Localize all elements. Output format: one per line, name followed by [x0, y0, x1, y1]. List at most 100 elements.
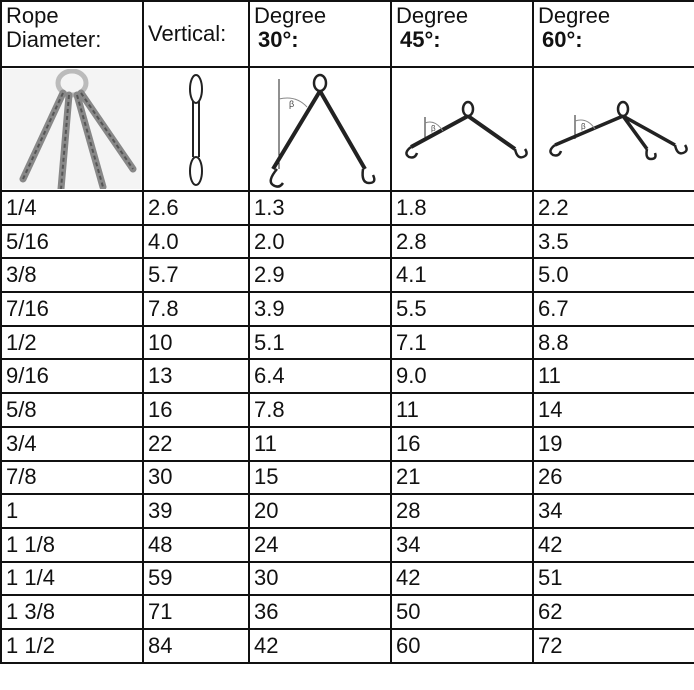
capacity-cell: 42: [390, 560, 534, 597]
capacity-cell: 14: [532, 392, 694, 428]
diameter-cell: 7/16: [0, 291, 144, 327]
sling-table: Rope Diameter: Vertical: Degree 30°: Degre…: [0, 0, 694, 664]
svg-text:β: β: [581, 122, 586, 131]
sling-60-icon: β: [549, 100, 688, 161]
capacity-cell: 50: [390, 594, 534, 630]
capacity-cell: 2.0: [248, 223, 392, 260]
capacity-cell: 13: [142, 358, 250, 395]
capacity-cell: 2.8: [390, 223, 534, 260]
data-row: 5/8 16 7.8 11 14: [0, 392, 694, 428]
capacity-cell: 3.9: [248, 291, 392, 327]
capacity-cell: 6.4: [248, 358, 392, 395]
capacity-cell: 2.9: [248, 257, 392, 294]
capacity-cell: 2.6: [142, 190, 250, 226]
diameter-cell: 1 1/8: [0, 526, 144, 563]
capacity-cell: 1.3: [248, 190, 392, 226]
data-row: 9/16 13 6.4 9.0 11: [0, 358, 694, 395]
diameter-cell: 5/8: [0, 392, 144, 428]
header-cell: Degree 45°:: [390, 0, 534, 68]
capacity-cell: 1.8: [390, 190, 534, 226]
capacity-cell: 2.2: [532, 190, 694, 226]
capacity-cell: 5.1: [248, 324, 392, 361]
capacity-cell: 7.8: [248, 392, 392, 428]
table-body: Rope Diameter: Vertical: Degree 30°: Degre…: [0, 0, 694, 664]
diameter-cell: 1/4: [0, 190, 144, 226]
diameter-cell: 1/2: [0, 324, 144, 361]
capacity-cell: 5.7: [142, 257, 250, 294]
capacity-cell: 4.0: [142, 223, 250, 260]
data-row: 7/16 7.8 3.9 5.5 6.7: [0, 291, 694, 327]
vertical-sling-icon: [189, 74, 203, 186]
image-cell: β: [390, 66, 534, 192]
capacity-cell: 39: [142, 493, 250, 529]
data-row: 1 3/8 71 36 50 62: [0, 594, 694, 630]
capacity-cell: 5.5: [390, 291, 534, 327]
capacity-cell: 10: [142, 324, 250, 361]
capacity-cell: 59: [142, 560, 250, 597]
capacity-cell: 5.0: [532, 257, 694, 294]
header-cell: Degree 30°:: [248, 0, 392, 68]
capacity-cell: 9.0: [390, 358, 534, 395]
diameter-cell: 1: [0, 493, 144, 529]
data-row: 1/4 2.6 1.3 1.8 2.2: [0, 190, 694, 226]
image-cell: β: [532, 66, 694, 192]
capacity-cell: 15: [248, 459, 392, 496]
data-row: 1 1/4 59 30 42 51: [0, 560, 694, 597]
header-cell: Rope Diameter:: [0, 0, 144, 68]
data-row: 1 1/8 48 24 34 42: [0, 526, 694, 563]
data-row: 1 1/2 84 42 60 72: [0, 627, 694, 664]
diameter-cell: 3/8: [0, 257, 144, 294]
capacity-cell: 11: [532, 358, 694, 395]
capacity-cell: 16: [390, 425, 534, 462]
sling-45-icon: β: [405, 100, 528, 159]
capacity-cell: 4.1: [390, 257, 534, 294]
capacity-cell: 7.8: [142, 291, 250, 327]
capacity-cell: 26: [532, 459, 694, 496]
diameter-cell: 9/16: [0, 358, 144, 395]
image-cell: [0, 66, 144, 192]
capacity-cell: 84: [142, 627, 250, 664]
image-row: β β: [0, 66, 694, 192]
capacity-cell: 60: [390, 627, 534, 664]
header-row: Rope Diameter: Vertical: Degree 30°: Degre…: [0, 0, 694, 68]
capacity-cell: 42: [248, 627, 392, 664]
capacity-cell: 30: [248, 560, 392, 597]
diameter-cell: 1 1/4: [0, 560, 144, 597]
header-cell: Degree 60°:: [532, 0, 694, 68]
capacity-cell: 7.1: [390, 324, 534, 361]
capacity-cell: 11: [390, 392, 534, 428]
image-cell: β: [248, 66, 392, 192]
capacity-cell: 3.5: [532, 223, 694, 260]
header-cell: Vertical:: [142, 0, 250, 68]
capacity-cell: 6.7: [532, 291, 694, 327]
header-text: Degree: [254, 3, 327, 28]
capacity-cell: 51: [532, 560, 694, 597]
capacity-cell: 11: [248, 425, 392, 462]
capacity-cell: 62: [532, 594, 694, 630]
header-text: Diameter:: [6, 27, 102, 52]
diameter-cell: 7/8: [0, 459, 144, 496]
svg-text:β: β: [289, 99, 294, 109]
sling-30-icon: β: [269, 73, 376, 188]
svg-text:β: β: [431, 124, 436, 133]
capacity-cell: 16: [142, 392, 250, 428]
capacity-cell: 30: [142, 459, 250, 496]
diameter-cell: 3/4: [0, 425, 144, 462]
capacity-cell: 34: [532, 493, 694, 529]
capacity-cell: 24: [248, 526, 392, 563]
image-cell: [142, 66, 250, 192]
capacity-cell: 8.8: [532, 324, 694, 361]
data-row: 3/4 22 11 16 19: [0, 425, 694, 462]
diameter-cell: 1 3/8: [0, 594, 144, 630]
data-row: 5/16 4.0 2.0 2.8 3.5: [0, 223, 694, 260]
capacity-cell: 36: [248, 594, 392, 630]
diameter-cell: 1 1/2: [0, 627, 144, 664]
header-text: Degree: [538, 3, 611, 28]
data-row: 1 39 20 28 34: [0, 493, 694, 529]
data-row: 1/2 10 5.1 7.1 8.8: [0, 324, 694, 361]
capacity-cell: 72: [532, 627, 694, 664]
data-row: 7/8 30 15 21 26: [0, 459, 694, 496]
capacity-cell: 22: [142, 425, 250, 462]
capacity-cell: 42: [532, 526, 694, 563]
